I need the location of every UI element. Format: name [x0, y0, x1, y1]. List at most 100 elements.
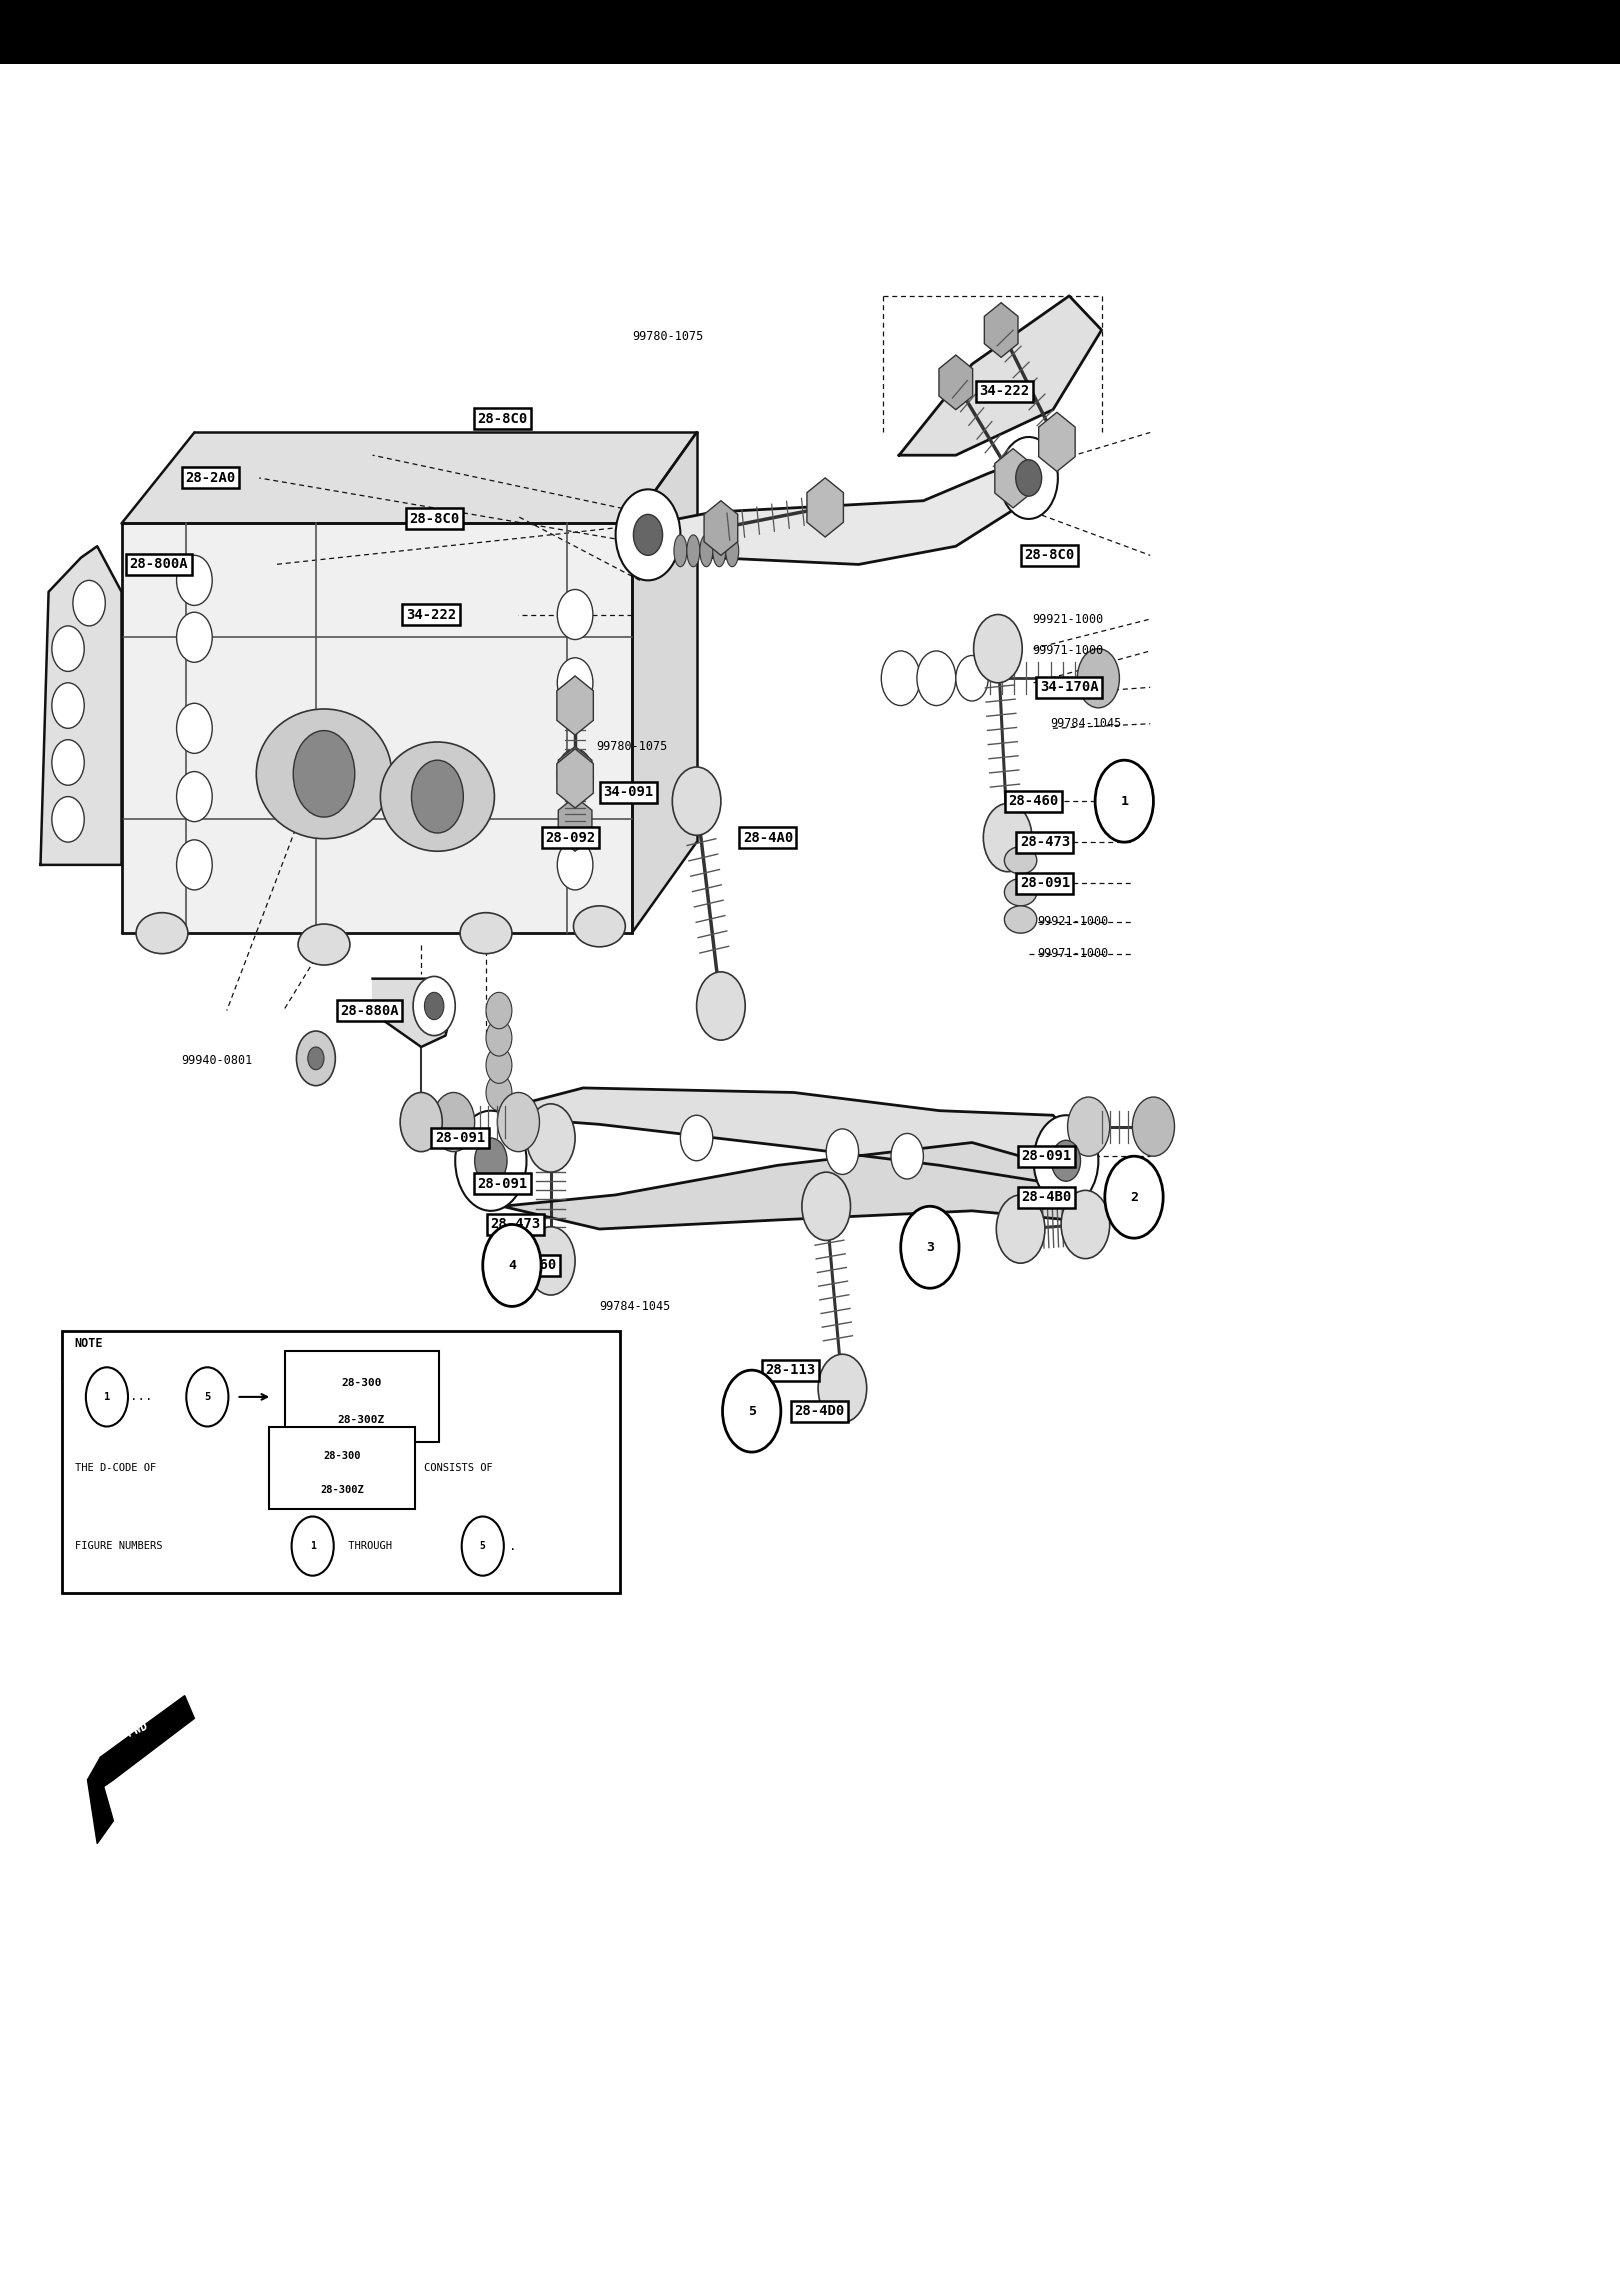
- Text: 28-092: 28-092: [544, 831, 596, 844]
- Text: 3: 3: [927, 1240, 933, 1254]
- Text: 28-800A: 28-800A: [130, 558, 188, 571]
- Ellipse shape: [700, 535, 713, 567]
- Text: 99921-1000: 99921-1000: [1032, 612, 1103, 626]
- Text: 28-4B0: 28-4B0: [1021, 1190, 1072, 1204]
- Text: 34-222: 34-222: [405, 608, 457, 621]
- Text: 4: 4: [509, 1259, 515, 1272]
- Text: 1: 1: [1121, 794, 1128, 808]
- Text: 5: 5: [748, 1404, 755, 1418]
- Polygon shape: [373, 979, 454, 1047]
- Circle shape: [186, 1368, 228, 1427]
- Circle shape: [826, 1129, 859, 1174]
- Circle shape: [455, 1111, 526, 1211]
- Polygon shape: [899, 296, 1102, 455]
- Polygon shape: [502, 1143, 1085, 1229]
- Text: 28-8C0: 28-8C0: [408, 512, 460, 526]
- Ellipse shape: [1004, 906, 1037, 933]
- Text: THE D-CODE OF: THE D-CODE OF: [75, 1463, 156, 1473]
- Polygon shape: [100, 1696, 194, 1780]
- Polygon shape: [632, 455, 1037, 564]
- Circle shape: [672, 767, 721, 835]
- Circle shape: [483, 1224, 541, 1306]
- Text: 28-880A: 28-880A: [340, 1004, 399, 1017]
- Polygon shape: [122, 432, 697, 523]
- Text: 28-473: 28-473: [489, 1218, 541, 1231]
- Ellipse shape: [460, 913, 512, 954]
- Circle shape: [1105, 1156, 1163, 1238]
- Circle shape: [1095, 760, 1153, 842]
- Circle shape: [956, 655, 988, 701]
- Bar: [0, 0, 1620, 64]
- Text: 28-091: 28-091: [1019, 876, 1071, 890]
- Circle shape: [177, 772, 212, 822]
- Text: 28-300: 28-300: [342, 1379, 382, 1388]
- Circle shape: [1068, 1097, 1110, 1156]
- Polygon shape: [87, 1757, 113, 1844]
- Circle shape: [526, 1104, 575, 1172]
- Circle shape: [486, 1020, 512, 1056]
- Text: FWD: FWD: [125, 1718, 149, 1741]
- Text: 2: 2: [1131, 1190, 1137, 1204]
- Text: 28-300: 28-300: [322, 1452, 361, 1461]
- Text: NOTE: NOTE: [75, 1336, 104, 1350]
- Circle shape: [411, 760, 463, 833]
- Text: 99971-1000: 99971-1000: [1037, 947, 1108, 960]
- Circle shape: [1132, 1097, 1174, 1156]
- Circle shape: [296, 1031, 335, 1086]
- Ellipse shape: [298, 924, 350, 965]
- Circle shape: [486, 992, 512, 1029]
- Ellipse shape: [381, 742, 494, 851]
- Text: THROUGH: THROUGH: [342, 1541, 399, 1550]
- Text: 34-091: 34-091: [603, 785, 654, 799]
- Text: CONSISTS OF: CONSISTS OF: [424, 1463, 492, 1473]
- Circle shape: [1051, 1140, 1081, 1181]
- Circle shape: [616, 489, 680, 580]
- Circle shape: [177, 703, 212, 753]
- Circle shape: [308, 1047, 324, 1070]
- Text: 28-300Z: 28-300Z: [337, 1416, 386, 1425]
- Circle shape: [424, 992, 444, 1020]
- Ellipse shape: [687, 535, 700, 567]
- Text: 28-091: 28-091: [434, 1131, 486, 1145]
- Text: 28-460: 28-460: [1008, 794, 1059, 808]
- Text: 99784-1045: 99784-1045: [599, 1300, 671, 1313]
- Text: 28-300Z: 28-300Z: [319, 1486, 364, 1495]
- Circle shape: [802, 1172, 850, 1240]
- Circle shape: [697, 972, 745, 1040]
- Circle shape: [486, 1074, 512, 1111]
- Ellipse shape: [713, 535, 726, 567]
- Circle shape: [891, 1133, 923, 1179]
- Text: 34-222: 34-222: [978, 385, 1030, 398]
- Text: 99784-1045: 99784-1045: [1050, 717, 1121, 731]
- Ellipse shape: [136, 913, 188, 954]
- Circle shape: [73, 580, 105, 626]
- Text: 28-2A0: 28-2A0: [185, 471, 237, 485]
- Bar: [285, 1352, 439, 1443]
- Circle shape: [723, 1370, 781, 1452]
- Circle shape: [497, 1092, 539, 1152]
- Text: 28-473: 28-473: [1019, 835, 1071, 849]
- Polygon shape: [40, 546, 122, 865]
- Circle shape: [433, 1092, 475, 1152]
- Bar: [269, 1427, 415, 1509]
- Ellipse shape: [1004, 847, 1037, 874]
- Circle shape: [52, 683, 84, 728]
- Text: 28-091: 28-091: [1021, 1149, 1072, 1163]
- Circle shape: [292, 1516, 334, 1575]
- Text: 99921-1000: 99921-1000: [1037, 915, 1108, 929]
- Circle shape: [996, 1195, 1045, 1263]
- Ellipse shape: [726, 535, 739, 567]
- Circle shape: [557, 840, 593, 890]
- Circle shape: [52, 797, 84, 842]
- Circle shape: [680, 1115, 713, 1161]
- Circle shape: [974, 615, 1022, 683]
- Circle shape: [52, 626, 84, 671]
- Text: 28-4A0: 28-4A0: [742, 831, 794, 844]
- Circle shape: [177, 840, 212, 890]
- Text: 99971-1000: 99971-1000: [1032, 644, 1103, 658]
- Circle shape: [86, 1368, 128, 1427]
- Circle shape: [52, 740, 84, 785]
- Ellipse shape: [573, 906, 625, 947]
- Text: 28-8C0: 28-8C0: [476, 412, 528, 426]
- Text: 28-8C0: 28-8C0: [1024, 549, 1076, 562]
